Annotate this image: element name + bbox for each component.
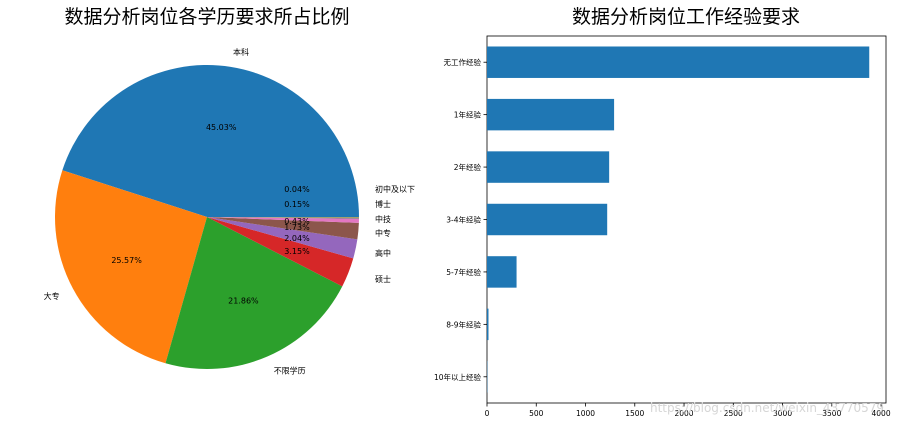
y-tick-label-3: 3-4年经验 — [446, 215, 481, 225]
bar-chart: 无工作经验 1年经验 2年经验 3-4年经验 5-7年经验 8-9年经验 10年以上经验 0 5… — [434, 35, 891, 418]
pie-percent-label-6: 0.43% — [284, 217, 310, 226]
pie-slice-1 — [54, 170, 208, 364]
pie-category-label-2: 不限学历 — [274, 365, 306, 375]
pie-category-label-6: 中技 — [375, 214, 391, 224]
y-tick-label-0: 无工作经验 — [444, 57, 482, 67]
y-tick-label-2: 2年经验 — [454, 162, 482, 172]
y-tick-label-1: 1年经验 — [454, 110, 482, 120]
pie-slice-5 — [207, 217, 359, 240]
bar-3 — [487, 203, 608, 236]
pie-category-label-5: 中专 — [375, 228, 391, 238]
pie-slice-0 — [62, 64, 359, 218]
pie-slice-3 — [207, 217, 354, 287]
x-tick-label-3: 1500 — [625, 409, 644, 418]
pie-category-label-3: 硕士 — [375, 274, 391, 284]
pie-title: 数据分析岗位各学历要求所占比例 — [64, 6, 349, 28]
y-tick-label-5: 8-9年经验 — [446, 319, 481, 329]
x-tick-label-0: 0 — [485, 409, 490, 418]
x-tick-label-7: 3500 — [822, 409, 841, 418]
pie-category-label-4: 高中 — [375, 248, 391, 258]
pie-slice-2 — [165, 217, 343, 370]
pie-percent-label-5: 1.73% — [284, 223, 310, 232]
pie-percent-label-2: 21.86% — [228, 297, 259, 306]
pie-slice-7 — [207, 217, 359, 219]
pie-slice-4 — [207, 217, 358, 259]
pie-percent-label-8: 0.04% — [284, 185, 310, 194]
bar-1 — [487, 98, 615, 131]
bar-0 — [487, 46, 870, 78]
pie-category-label-7: 博士 — [375, 199, 391, 209]
x-tick-label-5: 2500 — [724, 409, 743, 418]
x-tick-label-2: 1000 — [576, 409, 595, 418]
y-tick-label-6: 10年以上经验 — [434, 372, 482, 382]
bar-2 — [487, 151, 610, 183]
pie-category-label-1: 大专 — [44, 291, 60, 301]
y-tick-label-4: 5-7年经验 — [446, 267, 481, 277]
x-tick-label-6: 3000 — [773, 409, 792, 418]
watermark: https://blog.csdn.net/weixin_43770579 — [650, 401, 884, 415]
pie-category-label-0: 本科 — [233, 47, 249, 57]
pie-percent-label-7: 0.15% — [284, 200, 310, 209]
pie-percent-label-4: 2.04% — [284, 234, 310, 243]
pie-percent-label-1: 25.57% — [111, 256, 142, 265]
x-tick-label-1: 500 — [529, 409, 544, 418]
x-tick-label-8: 4000 — [872, 409, 891, 418]
pie-chart: 本科 45.03% 大专 25.57% 不限学历 21.86% 硕士 3.15% 高中 2.04%… — [44, 47, 415, 375]
pie-slice-6 — [207, 217, 359, 223]
pie-category-label-8: 初中及以下 — [375, 184, 415, 194]
bar-5 — [487, 308, 489, 341]
bar-4 — [487, 256, 517, 288]
x-tick-label-4: 2000 — [674, 409, 693, 418]
pie-percent-label-0: 45.03% — [206, 123, 237, 132]
pie-percent-label-3: 3.15% — [284, 247, 310, 256]
bar-title: 数据分析岗位工作经验要求 — [572, 6, 800, 28]
